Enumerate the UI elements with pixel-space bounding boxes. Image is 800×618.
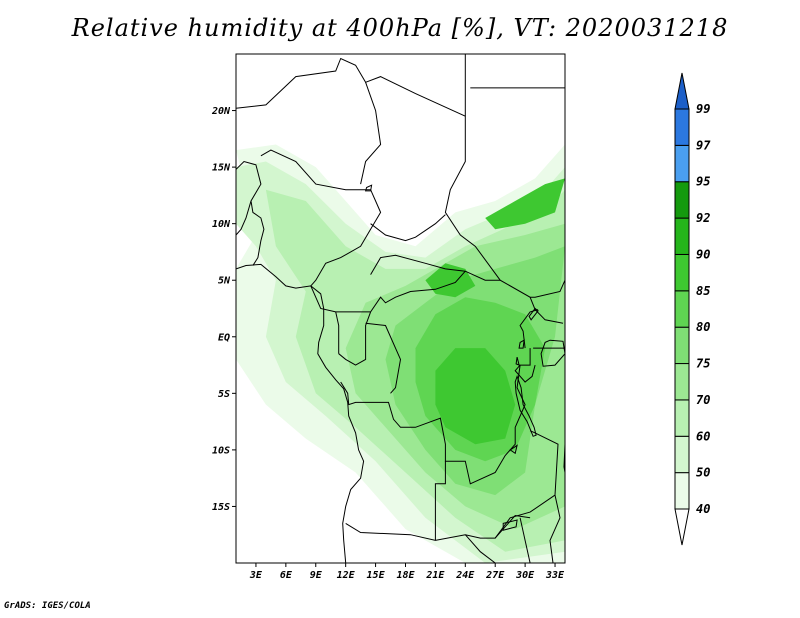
country-border (236, 160, 262, 236)
lat-tick-label: 5N (218, 276, 231, 287)
lon-tick-label: 12E (337, 570, 356, 581)
humidity-zone-85 (435, 348, 516, 445)
colorbar-segment (674, 108, 690, 146)
colorbar-segment (674, 217, 690, 255)
country-border (519, 517, 531, 563)
lake-outline (540, 339, 565, 367)
lat-tick-label: 20N (211, 106, 231, 117)
colorbar-segment (674, 326, 690, 365)
geographic-lines (236, 54, 565, 563)
country-border (365, 322, 402, 394)
grads-credit: GrADS: IGES/COLA (4, 601, 91, 611)
colorbar-label: 80 (696, 320, 710, 334)
lon-tick-label: 33E (545, 570, 565, 581)
lon-tick-label: 6E (280, 570, 293, 581)
colorbar-label: 40 (696, 502, 710, 516)
colorbar-label: 60 (696, 429, 710, 443)
colorbar-label: 95 (696, 175, 710, 189)
lat-tick-label: EQ (218, 332, 230, 343)
humidity-field (236, 144, 565, 563)
coastline (236, 263, 365, 563)
lake-outline (364, 184, 373, 192)
lake-outline (509, 444, 518, 455)
colorbar-label: 97 (696, 138, 711, 152)
colorbar-segment (674, 181, 690, 219)
colorbar-label: 85 (696, 284, 710, 298)
lake-outline (528, 307, 539, 321)
colorbar-label: 75 (696, 357, 710, 371)
colorbar-segment (674, 472, 690, 510)
lake-outline (514, 374, 537, 437)
lon-tick-label: 18E (396, 570, 415, 581)
lake-outline (515, 356, 520, 366)
humidity-zone-85 (485, 178, 565, 230)
country-border (514, 348, 536, 383)
colorbar-segment (674, 435, 690, 474)
country-border (250, 200, 265, 266)
country-border (310, 270, 466, 313)
colorbar-above-triangle (674, 72, 690, 110)
colorbar-segment (674, 290, 690, 328)
lat-tick-label: 10S (212, 445, 230, 456)
colorbar-segment (674, 399, 690, 437)
lat-tick-label: 15N (212, 163, 231, 174)
lon-tick-label: 15E (367, 570, 386, 581)
lon-tick-label: 3E (249, 570, 263, 581)
map-axes: 20N 15N 10N 5N EQ 5S 10S 15S 3E 6E 9E 12E 15E 18E 21E 2… (211, 106, 565, 581)
colorbar-segment (674, 144, 690, 183)
colorbar-segment (674, 363, 690, 401)
colorbar-label: 99 (696, 102, 710, 116)
lon-tick-label: 21E (425, 570, 445, 581)
country-border (529, 297, 564, 324)
colorbar-label: 50 (696, 466, 710, 480)
country-border (494, 514, 531, 539)
colorbar-below-triangle (674, 508, 690, 546)
country-border (236, 57, 565, 298)
country-border (260, 149, 382, 287)
country-border (434, 461, 446, 541)
country-border (335, 311, 340, 354)
lon-tick-label: 30E (515, 570, 535, 581)
map-frame (235, 53, 566, 564)
lon-tick-label: 9E (310, 570, 323, 581)
lon-tick-label: 27E (485, 570, 505, 581)
colorbar-label: 90 (696, 247, 710, 261)
lake-outline (518, 339, 525, 349)
country-border (370, 254, 501, 281)
colorbar-segment (674, 253, 690, 292)
lat-tick-label: 10N (212, 219, 231, 230)
colorbar-label: 92 (696, 211, 710, 225)
lat-tick-label: 5S (218, 389, 230, 400)
colorbar-label: 70 (696, 393, 710, 407)
lat-tick-label: 15S (212, 502, 230, 513)
lon-tick-label: 24E (455, 570, 475, 581)
country-border (370, 214, 446, 242)
country-border (340, 365, 526, 485)
country-border (549, 494, 561, 563)
country-border (464, 534, 496, 563)
colorbar: 40 50 60 70 75 80 85 90 92 95 97 99 (674, 72, 711, 546)
lake-outline (502, 519, 518, 531)
map-title: Relative humidity at 400hPa [%], VT: 202… (71, 14, 729, 42)
country-border (360, 82, 382, 185)
